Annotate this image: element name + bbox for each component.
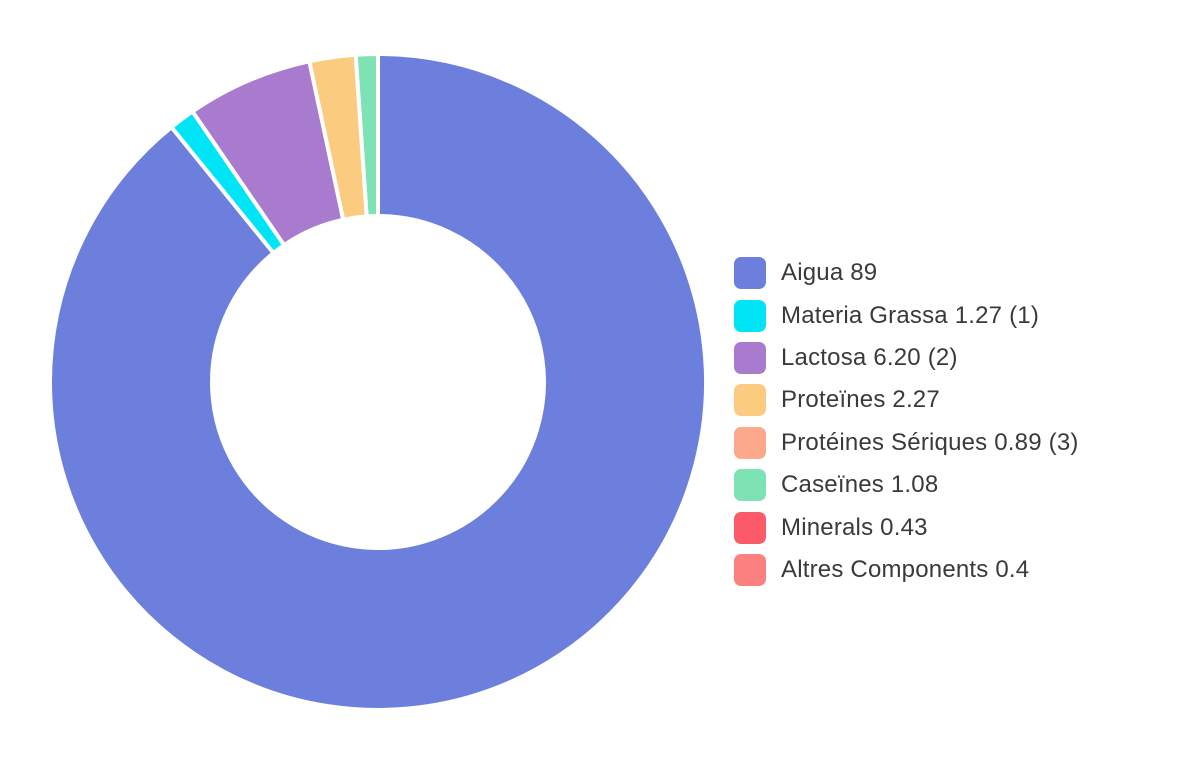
- legend-item[interactable]: Aigua 89: [734, 252, 1079, 294]
- donut-slice[interactable]: [353, 52, 380, 219]
- legend-swatch: [734, 341, 766, 374]
- legend-item[interactable]: Lactosa 6.20 (2): [734, 337, 1079, 379]
- legend-swatch: [734, 469, 766, 502]
- legend-swatch: [734, 511, 766, 544]
- legend-item[interactable]: Altres Components 0.4: [734, 549, 1079, 591]
- chart-legend: Aigua 89 Materia Grassa 1.27 (1) Lactosa 6…: [734, 252, 1079, 591]
- legend-item[interactable]: Protéines Sériques 0.89 (3): [734, 422, 1079, 464]
- legend-label: Proteïnes 2.27: [781, 386, 940, 414]
- donut-slice[interactable]: [48, 52, 708, 712]
- legend-label: Materia Grassa 1.27 (1): [781, 301, 1040, 329]
- legend-label: Lactosa 6.20 (2): [781, 343, 958, 371]
- legend-swatch: [734, 384, 766, 417]
- legend-item[interactable]: Proteïnes 2.27: [734, 379, 1079, 421]
- legend-label: Caseïnes 1.08: [781, 471, 939, 499]
- legend-label: Minerals 0.43: [781, 513, 928, 541]
- legend-swatch: [734, 299, 766, 332]
- donut-slices: [48, 52, 708, 712]
- legend-item[interactable]: Materia Grassa 1.27 (1): [734, 294, 1079, 336]
- legend-label: Aigua 89: [781, 259, 878, 287]
- legend-swatch: [734, 257, 766, 290]
- legend-swatch: [734, 426, 766, 459]
- legend-swatch: [734, 553, 766, 586]
- legend-item[interactable]: Minerals 0.43: [734, 506, 1079, 548]
- legend-item[interactable]: Caseïnes 1.08: [734, 464, 1079, 506]
- legend-label: Altres Components 0.4: [781, 555, 1030, 583]
- legend-label: Protéines Sériques 0.89 (3): [781, 428, 1079, 456]
